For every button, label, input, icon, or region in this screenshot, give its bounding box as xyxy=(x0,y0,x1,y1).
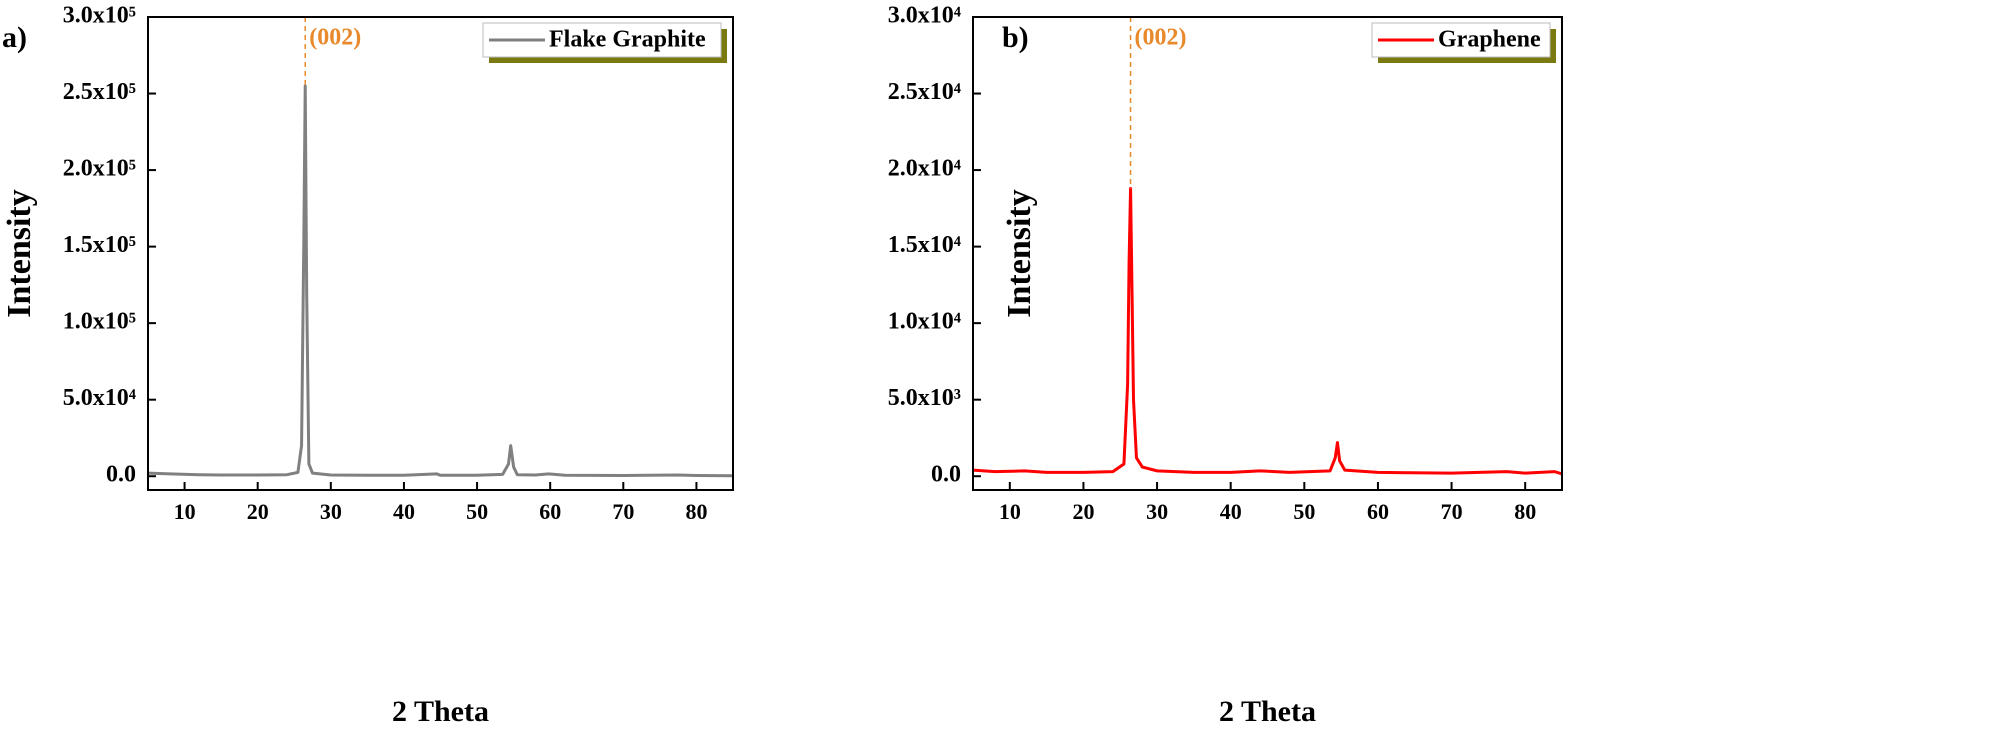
x-tick-label: 30 xyxy=(1146,499,1168,524)
x-tick-label: 60 xyxy=(539,499,561,524)
legend-label: Flake Graphite xyxy=(549,27,706,53)
y-tick-label: 2.0x10⁴ xyxy=(888,156,961,182)
x-tick-label: 40 xyxy=(1220,499,1242,524)
legend-label: Graphene xyxy=(1438,27,1541,53)
y-tick-label: 2.5x10⁵ xyxy=(63,79,136,105)
y-tick-label: 0.0 xyxy=(931,462,961,488)
panel: a) Intensity 2 Theta 0.0 5.0x10⁴ 1.0x10⁵ 1.5x1… xyxy=(1,3,734,728)
y-tick-label: 1.0x10⁴ xyxy=(888,309,961,335)
panel-label: b) xyxy=(1002,21,1029,54)
x-tick-label: 10 xyxy=(999,499,1021,524)
x-tick-label: 80 xyxy=(685,499,707,524)
x-tick-label: 50 xyxy=(1293,499,1315,524)
y-tick-label: 0.0 xyxy=(106,462,136,488)
annotation-label: (002) xyxy=(1135,25,1187,51)
x-tick-label: 20 xyxy=(247,499,269,524)
y-tick-label: 1.5x10⁴ xyxy=(888,232,961,258)
y-tick-label: 2.5x10⁴ xyxy=(888,79,961,105)
plot-frame xyxy=(972,16,1563,491)
x-axis-label: 2 Theta xyxy=(1219,695,1316,728)
x-tick-label: 60 xyxy=(1367,499,1389,524)
data-line xyxy=(147,84,734,478)
y-tick-label: 5.0x10³ xyxy=(888,385,961,411)
legend-box xyxy=(482,22,722,58)
data-line xyxy=(972,186,1563,476)
x-tick-label: 50 xyxy=(466,499,488,524)
panel-label: a) xyxy=(2,21,27,54)
x-tick-label: 80 xyxy=(1514,499,1536,524)
x-axis-label: 2 Theta xyxy=(392,695,489,728)
y-tick-label: 3.0x10⁴ xyxy=(888,3,961,29)
legend-box xyxy=(1371,22,1551,58)
y-tick-label: 3.0x10⁵ xyxy=(63,3,136,29)
y-tick-label: 5.0x10⁴ xyxy=(63,385,136,411)
x-tick-label: 30 xyxy=(320,499,342,524)
x-tick-label: 40 xyxy=(393,499,415,524)
annotation-label: (002) xyxy=(309,25,361,51)
x-tick-label: 10 xyxy=(174,499,196,524)
y-axis-label: Intensity xyxy=(1001,189,1038,317)
x-tick-label: 20 xyxy=(1072,499,1094,524)
plot-frame xyxy=(147,16,734,491)
y-axis-label: Intensity xyxy=(1,189,38,317)
y-tick-label: 1.5x10⁵ xyxy=(63,232,136,258)
y-tick-label: 1.0x10⁵ xyxy=(63,309,136,335)
x-tick-label: 70 xyxy=(1441,499,1463,524)
panel: b) Intensity 2 Theta 0.0 5.0x10³ 1.0x10⁴ 1.5x1… xyxy=(888,3,1563,728)
y-tick-label: 2.0x10⁵ xyxy=(63,156,136,182)
x-tick-label: 70 xyxy=(612,499,634,524)
